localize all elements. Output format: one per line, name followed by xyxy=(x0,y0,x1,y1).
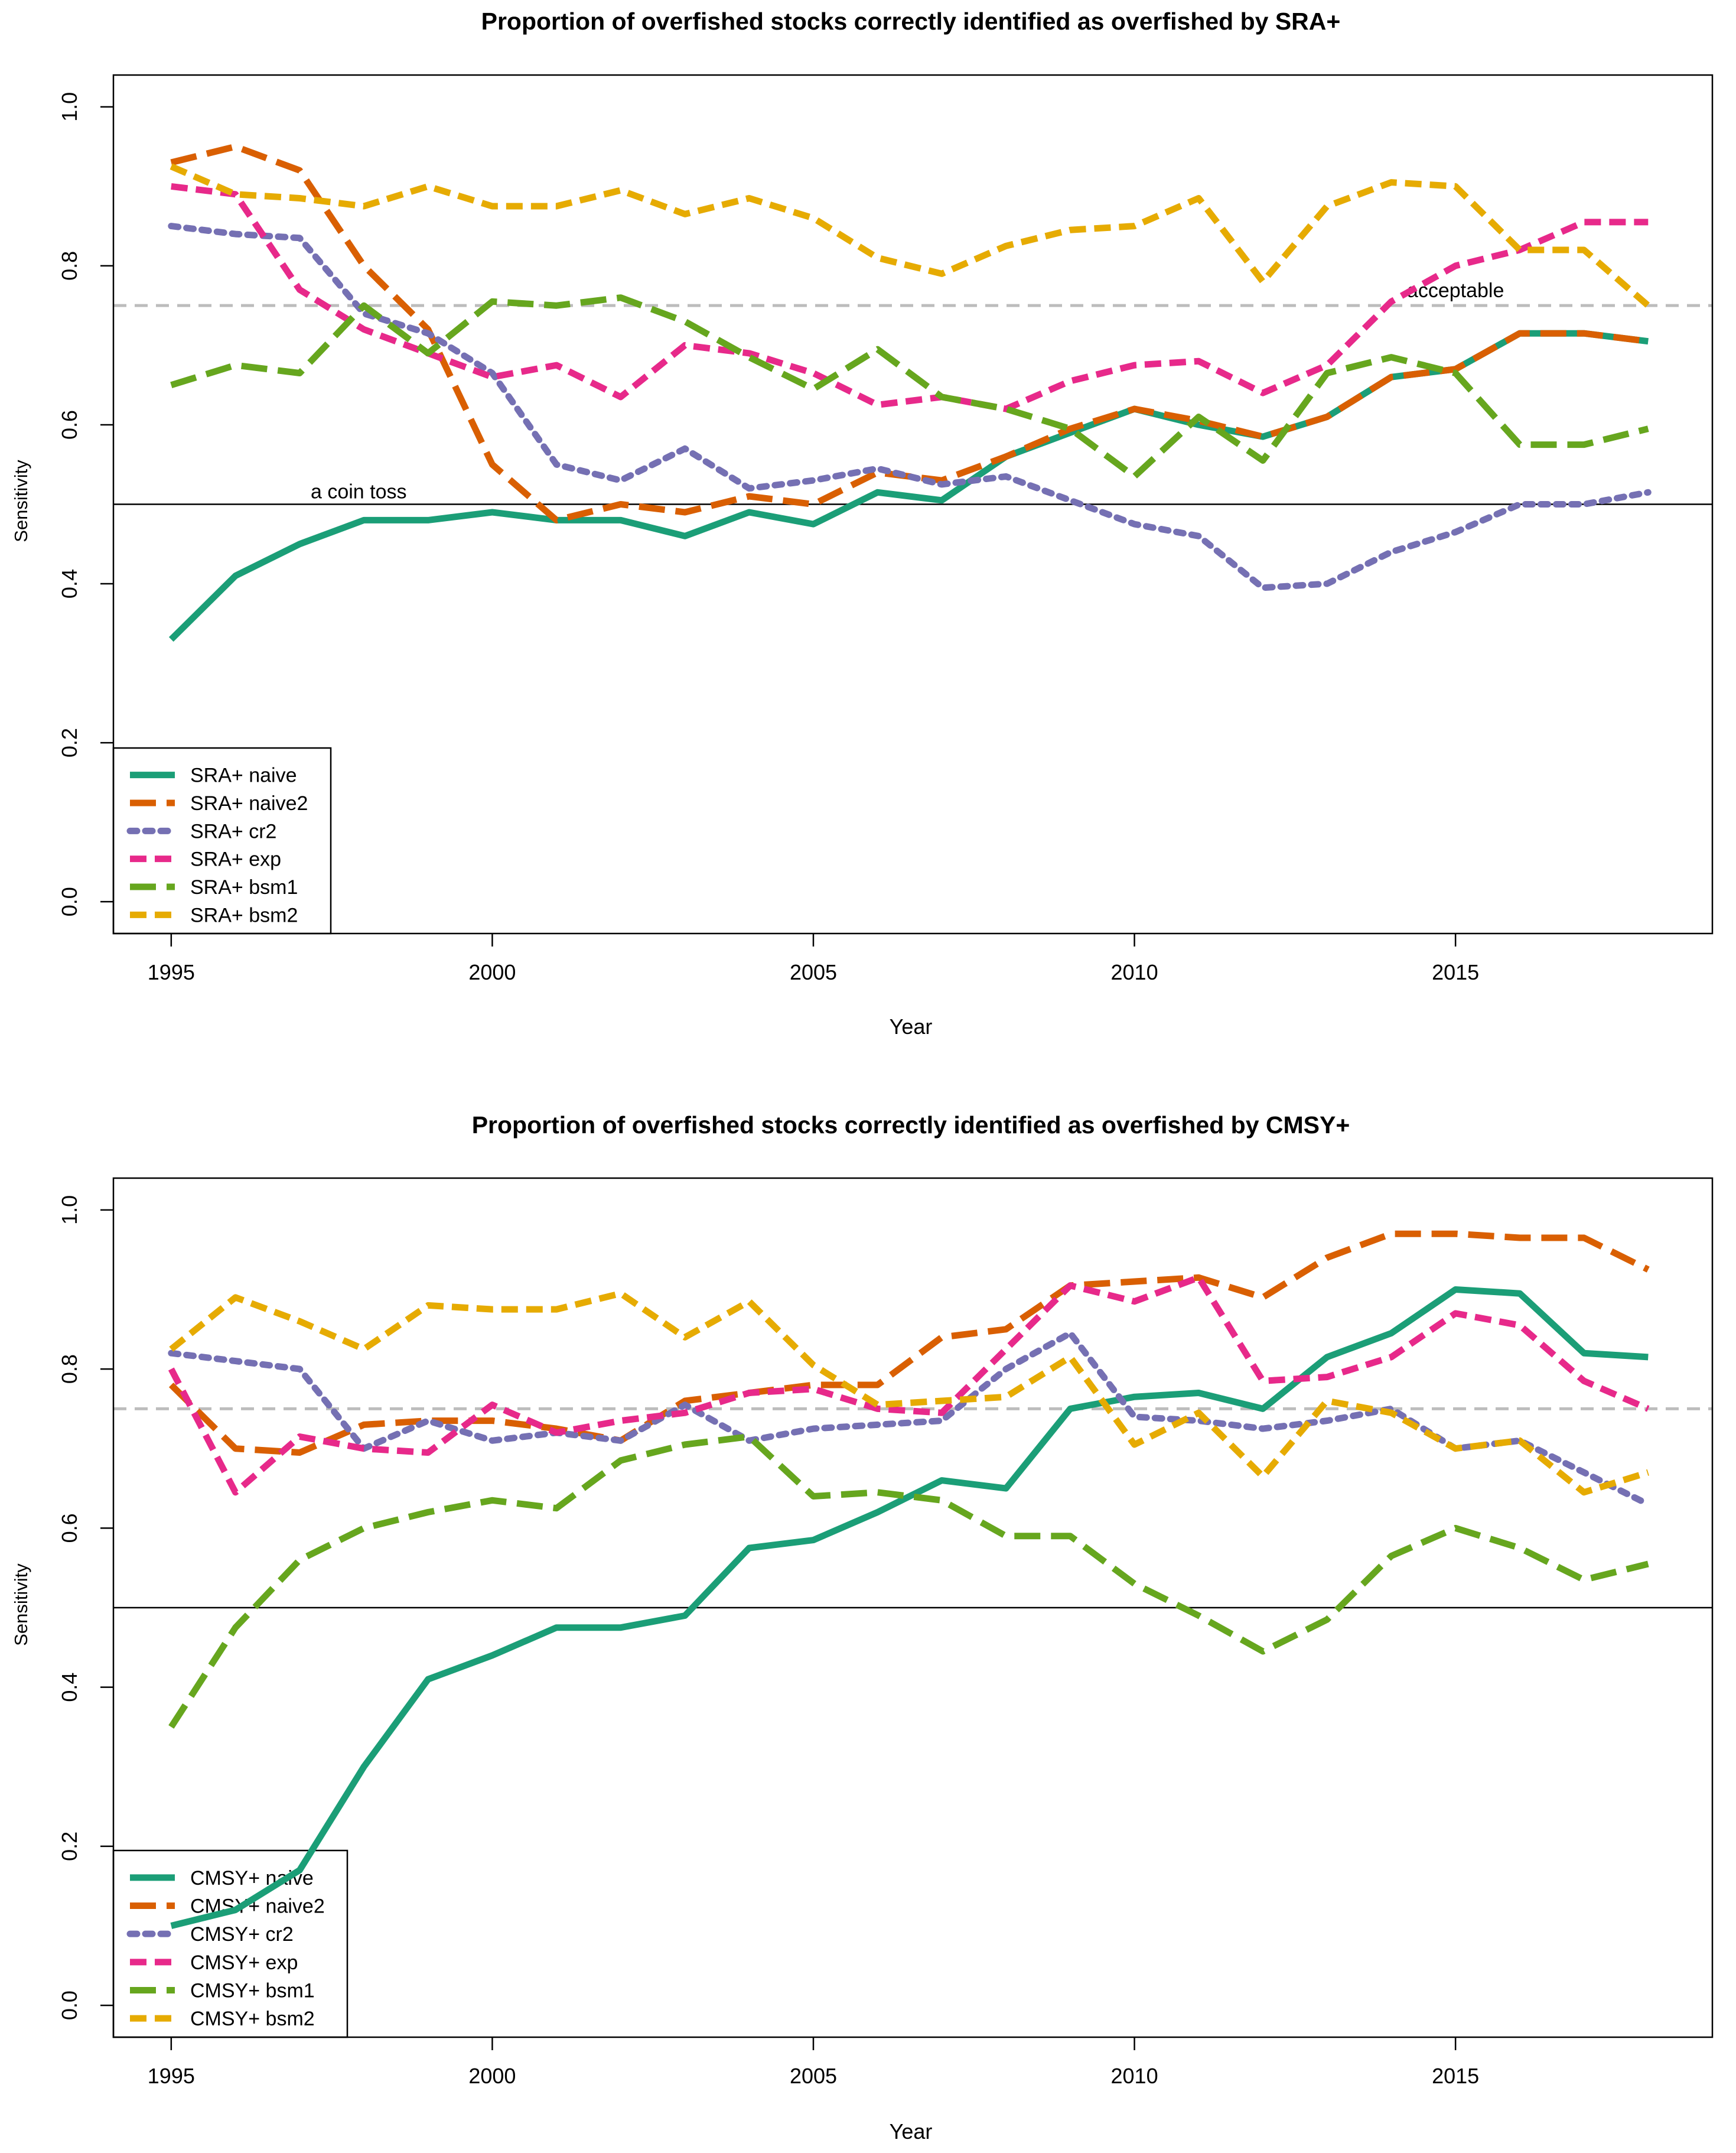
x-tick-label: 2005 xyxy=(790,2064,837,2088)
y-tick-label: 0.8 xyxy=(57,1354,82,1384)
sra-plus-chart: Proportion of overfished stocks correctl… xyxy=(11,8,1714,1039)
legend: SRA+ naive SRA+ naive2 SRA+ cr2 SRA+ exp… xyxy=(112,747,332,935)
series-line-cmsy-exp xyxy=(168,1274,1650,1496)
y-tick-label: 0.4 xyxy=(57,1673,82,1702)
legend-label: SRA+ naive xyxy=(190,765,297,787)
legend-label: SRA+ exp xyxy=(190,848,281,871)
y-tick-label: 0.6 xyxy=(57,1513,82,1543)
x-tick-label: 1995 xyxy=(148,2064,195,2088)
x-tick-label: 2005 xyxy=(790,960,837,984)
y-tick-label: 0.6 xyxy=(57,410,82,440)
reference-line-label-acceptable: acceptable xyxy=(1407,279,1504,302)
series-line-cmsy-bsm1 xyxy=(168,1433,1649,1729)
x-tick-label: 2015 xyxy=(1432,2064,1479,2088)
series-line-sra-bsm2 xyxy=(170,163,1650,308)
legend-label: SRA+ bsm2 xyxy=(190,904,298,926)
series-line-sra-cr2 xyxy=(168,223,1652,591)
y-tick-label: 0.2 xyxy=(57,1832,82,1861)
series-line-cmsy-naive xyxy=(170,1286,1649,1929)
y-tick-label: 1.0 xyxy=(57,92,82,122)
y-tick-label: 0.4 xyxy=(57,569,82,599)
x-tick-label: 2000 xyxy=(468,960,516,984)
legend: CMSY+ naive CMSY+ naive2 CMSY+ cr2 CMSY+… xyxy=(112,1849,348,2038)
legend-label: SRA+ naive2 xyxy=(190,792,308,815)
y-tick-label: 0.0 xyxy=(57,887,82,916)
legend-label: CMSY+ bsm2 xyxy=(190,2008,315,2030)
x-axis-label: Year xyxy=(890,2119,933,2144)
y-axis-label: Sensitivity xyxy=(11,1563,31,1646)
series-line-sra-naive xyxy=(168,330,1649,642)
legend-label: CMSY+ bsm1 xyxy=(190,1980,315,2002)
x-tick-label: 2010 xyxy=(1111,2064,1158,2088)
chart-title: Proportion of overfished stocks correctl… xyxy=(481,8,1341,35)
x-tick-label: 2015 xyxy=(1432,960,1479,984)
legend-box xyxy=(112,747,332,935)
series-line-sra-bsm1 xyxy=(170,294,1649,480)
x-axis-label: Year xyxy=(890,1014,933,1039)
series-line-cmsy-naive2 xyxy=(168,1230,1650,1456)
series-line-cmsy-bsm2 xyxy=(169,1290,1649,1496)
legend-box xyxy=(112,1849,348,2038)
cmsy-plus-chart: Proportion of overfished stocks correctl… xyxy=(11,1111,1714,2144)
x-tick-label: 2010 xyxy=(1111,960,1158,984)
y-tick-label: 0.2 xyxy=(57,728,82,757)
y-tick-label: 0.8 xyxy=(57,251,82,281)
reference-line-label-coin-toss: a coin toss xyxy=(311,481,407,503)
series-line-cmsy-cr2 xyxy=(168,1330,1652,1508)
plot-frame xyxy=(112,74,1714,935)
plot-frame xyxy=(112,1177,1714,2038)
y-tick-label: 1.0 xyxy=(57,1195,82,1225)
y-axis-label: Sensitivity xyxy=(11,460,31,542)
x-tick-label: 1995 xyxy=(148,960,195,984)
legend-label: CMSY+ cr2 xyxy=(190,1923,294,1946)
legend-label: CMSY+ exp xyxy=(190,1952,298,1974)
x-tick-label: 2000 xyxy=(468,2064,516,2088)
y-tick-label: 0.0 xyxy=(57,1991,82,2020)
legend-label: SRA+ bsm1 xyxy=(190,876,298,899)
legend-label: SRA+ cr2 xyxy=(190,820,276,843)
chart-title: Proportion of overfished stocks correctl… xyxy=(472,1111,1350,1139)
